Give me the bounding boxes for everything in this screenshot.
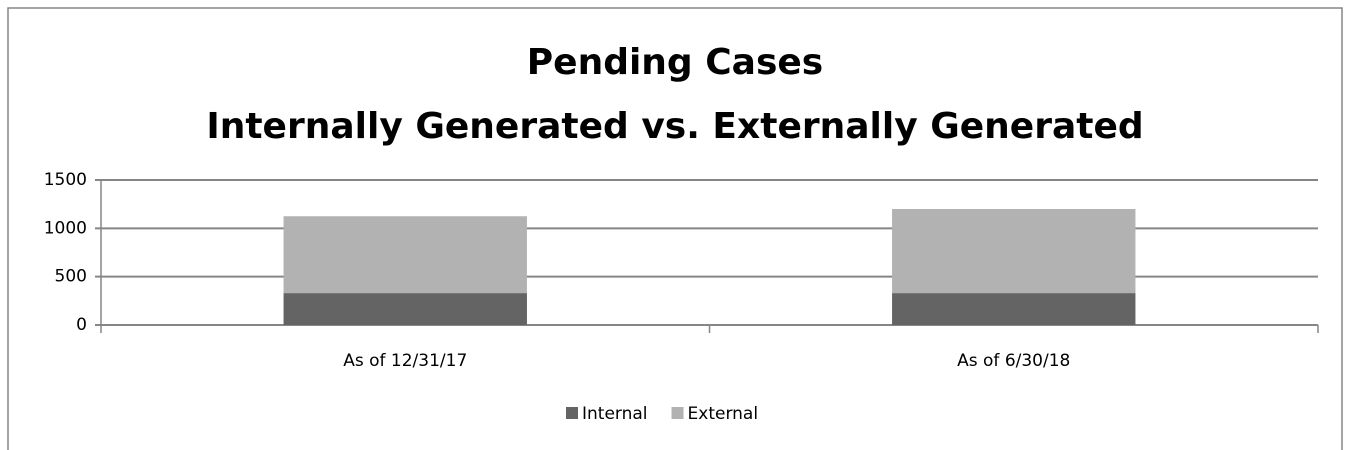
x-tick-label: As of 12/31/17 xyxy=(343,351,467,371)
chart-subtitle: Internally Generated vs. Externally Gene… xyxy=(206,106,1143,147)
chart-title: Pending Cases xyxy=(527,42,823,83)
y-tick-label: 1000 xyxy=(44,218,87,238)
y-tick-label: 1500 xyxy=(44,170,87,190)
x-tick-label: As of 6/30/18 xyxy=(957,351,1070,371)
legend-swatch xyxy=(671,407,684,419)
y-tick-label: 0 xyxy=(76,315,87,335)
bar-segment xyxy=(892,209,1136,294)
bar-segment xyxy=(283,216,527,294)
chart-border xyxy=(7,7,1343,450)
bar-segment xyxy=(283,293,527,325)
y-tick-label: 500 xyxy=(55,267,87,287)
legend-label: External xyxy=(688,404,759,424)
bar-segment xyxy=(892,293,1136,325)
legend-swatch xyxy=(566,407,578,419)
legend-label: Internal xyxy=(582,404,648,424)
